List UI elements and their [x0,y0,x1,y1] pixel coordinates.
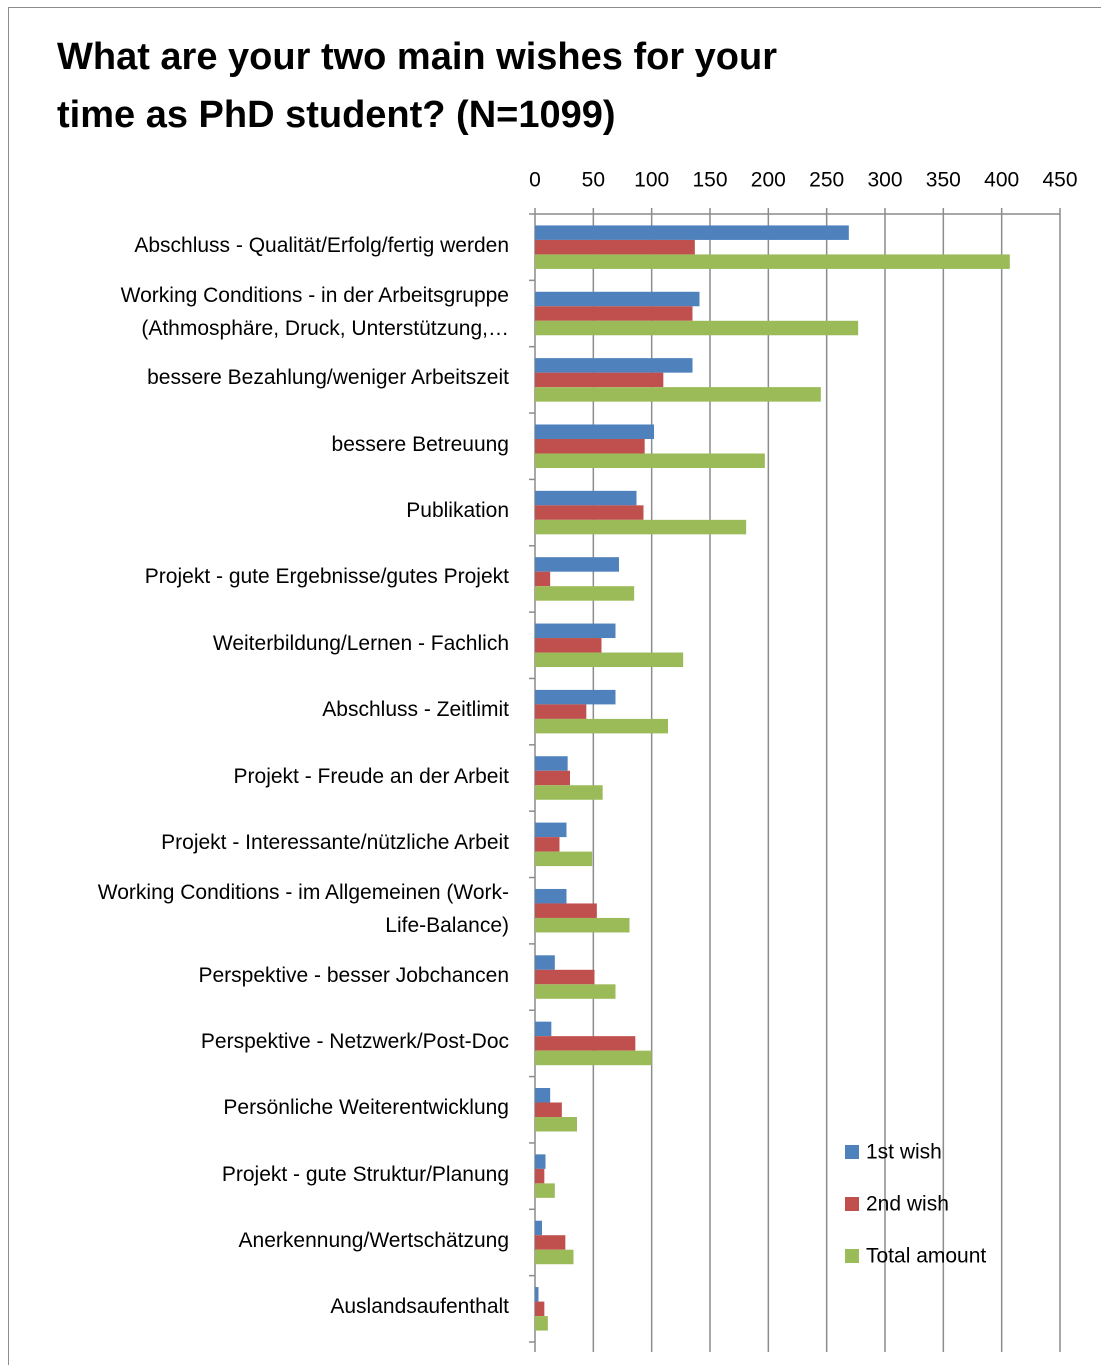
bar [535,505,644,520]
bar [535,652,684,668]
bar [535,770,570,786]
bar [535,358,693,373]
legend-label: Total amount [866,1245,986,1268]
bar [535,969,595,985]
x-tick-label: 300 [867,169,902,192]
bar [535,756,568,771]
bar [535,888,567,904]
y-tick-label: Working Conditions - in der Arbeitsgrupp… [120,283,509,340]
bar [535,955,555,970]
bar [535,1036,636,1051]
bar [535,438,645,454]
bar [535,1316,548,1331]
chart-title: What are your two main wishes for your t… [57,36,778,136]
bar [535,638,602,653]
bar [535,254,1010,269]
bar [535,306,693,321]
x-tick-label: 250 [809,169,844,192]
bar [535,1154,546,1169]
bar [535,1021,552,1037]
bar [535,1102,562,1118]
bar [535,1117,577,1132]
y-tick-label: Perspektive - besser Jobchancen [198,963,510,987]
y-tick-label: Anerkennung/Wertschätzung [238,1228,509,1252]
bar [535,1220,542,1236]
x-tick-label: 400 [984,169,1019,192]
bar [535,718,668,734]
x-tick-label: 450 [1042,169,1077,192]
bar [535,903,597,918]
bar [535,320,859,336]
y-tick-label: Projekt - gute Struktur/Planung [221,1162,509,1186]
x-tick-label: 200 [751,169,786,192]
bar [535,586,635,601]
legend-label: 1st wish [866,1141,942,1164]
legend-swatch [845,1197,859,1211]
bar [535,372,664,388]
y-tick-label: Weiterbildung/Lernen - Fachlich [212,631,509,655]
bar [535,387,821,402]
bar [535,1301,545,1317]
chart-frame [8,7,1101,1365]
bar [535,453,765,468]
bar [535,1249,574,1265]
bar [535,1050,652,1066]
bar [535,225,849,240]
x-tick-label: 150 [692,169,727,192]
bar [535,571,551,587]
y-tick-label: Perspektive - Netzwerk/Post-Doc [200,1029,509,1053]
x-tick-label: 0 [529,169,541,192]
y-tick-label: Persönliche Weiterentwicklung [223,1096,509,1120]
y-tick-label: Projekt - Freude an der Arbeit [233,764,509,788]
bar [535,822,567,838]
legend-swatch [845,1249,859,1263]
bar [535,291,700,307]
y-tick-label: Projekt - Interessante/nützliche Arbeit [161,830,509,854]
y-tick-label: Abschluss - Zeitlimit [322,698,509,722]
y-tick-label: Auslandsaufenthalt [330,1295,509,1319]
bar [535,1287,539,1302]
x-tick-label: 350 [926,169,961,192]
bar [535,239,695,255]
bar [535,1088,551,1103]
bar [535,557,619,572]
legend-label: 2nd wish [866,1193,949,1216]
bar [535,490,637,506]
bar [535,704,587,719]
legend-swatch [845,1145,859,1159]
bar [535,785,603,800]
bar [535,837,560,852]
bar [535,424,654,439]
x-tick-label: 50 [582,169,605,192]
bar [535,917,630,933]
y-tick-label: Publikation [406,499,509,523]
y-tick-label: Working Conditions - im Allgemeinen (Wor… [97,880,509,937]
bar [535,623,616,639]
bar [535,519,747,535]
y-tick-label: bessere Betreuung [331,432,509,456]
bar [535,984,616,999]
bar [535,1168,545,1184]
y-tick-label: Projekt - gute Ergebnisse/gutes Projekt [144,565,509,589]
y-tick-label: bessere Bezahlung/weniger Arbeitszeit [147,366,509,390]
bar [535,851,593,867]
bar [535,689,616,705]
x-tick-label: 100 [634,169,669,192]
bar [535,1235,566,1250]
y-tick-label: Abschluss - Qualität/Erfolg/fertig werde… [134,233,509,257]
bar [535,1183,555,1198]
